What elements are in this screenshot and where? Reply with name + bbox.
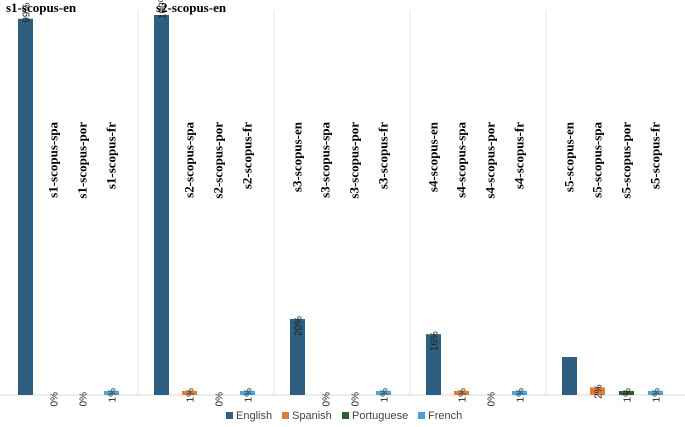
category-label-s1-scopus-spa: s1-scopus-spa — [46, 122, 61, 198]
value-label-s1-scopus-por: 0% — [79, 392, 90, 407]
bar-s5-scopus-por — [619, 391, 634, 395]
category-label-s1-scopus-en: s1-scopus-en — [6, 0, 77, 15]
category-label-s2-scopus-fr: s2-scopus-fr — [240, 122, 255, 189]
bar-s2-scopus-fr — [240, 391, 255, 395]
value-label-s3-scopus-spa: 0% — [322, 392, 333, 407]
category-label-s1-scopus-fr: s1-scopus-fr — [104, 122, 119, 189]
category-label-s5-scopus-por: s5-scopus-por — [619, 122, 634, 199]
value-label-s2-scopus-spa: 1% — [186, 388, 197, 403]
category-label-s2-scopus-spa: s2-scopus-spa — [182, 122, 197, 198]
bar-s2-scopus-en — [154, 15, 169, 395]
category-label-s2-scopus-por: s2-scopus-por — [211, 122, 226, 199]
category-label-s3-scopus-por: s3-scopus-por — [347, 122, 362, 199]
category-label-s4-scopus-en: s4-scopus-en — [426, 121, 441, 192]
bar-s4-scopus-fr — [512, 391, 527, 395]
legend-swatch-portuguese — [342, 412, 349, 419]
value-label-s1-scopus-fr: 1% — [108, 388, 119, 403]
value-label-s1-scopus-spa: 0% — [50, 392, 61, 407]
legend-label-spanish: Spanish — [292, 410, 332, 422]
value-label-s5-scopus-por: 1% — [623, 388, 634, 403]
value-label-s1-scopus-en: 99% — [22, 3, 33, 23]
value-label-s5-scopus-spa: 2% — [594, 384, 605, 399]
bar-s3-scopus-fr — [376, 391, 391, 395]
value-label-s5-scopus-fr: 1% — [652, 388, 663, 403]
bar-s4-scopus-en — [426, 334, 441, 395]
legend-swatch-spanish — [282, 412, 289, 419]
category-label-s1-scopus-por: s1-scopus-por — [75, 122, 90, 199]
value-label-s4-scopus-en: 16% — [430, 331, 441, 351]
bar-s4-scopus-spa — [454, 391, 469, 395]
bar-s2-scopus-spa — [182, 391, 197, 395]
legend-label-portuguese: Portuguese — [352, 410, 408, 422]
bar-s1-scopus-fr — [104, 391, 119, 395]
category-label-s3-scopus-en: s3-scopus-en — [290, 121, 305, 192]
value-label-s4-scopus-por: 0% — [487, 392, 498, 407]
bar-s3-scopus-en — [290, 319, 305, 395]
value-label-s2-scopus-por: 0% — [215, 392, 226, 407]
category-label-s5-scopus-spa: s5-scopus-spa — [590, 122, 605, 198]
bar-s5-scopus-fr — [648, 391, 663, 395]
value-label-s4-scopus-fr: 1% — [516, 388, 527, 403]
bar-s1-scopus-en — [18, 18, 33, 396]
value-label-s3-scopus-en: 20% — [294, 316, 305, 336]
legend-swatch-french — [418, 412, 425, 419]
category-label-s4-scopus-spa: s4-scopus-spa — [454, 122, 469, 198]
category-label-s5-scopus-en: s5-scopus-en — [562, 121, 577, 192]
legend-label-english: English — [236, 410, 272, 422]
legend-swatch-english — [226, 412, 233, 419]
legend-label-french: French — [428, 410, 462, 422]
value-label-s2-scopus-fr: 1% — [244, 388, 255, 403]
category-label-s3-scopus-fr: s3-scopus-fr — [376, 122, 391, 189]
value-label-s2-scopus-en: 100% — [158, 0, 169, 19]
bar-s5-scopus-en — [562, 357, 577, 395]
value-label-s3-scopus-por: 0% — [351, 392, 362, 407]
value-label-s3-scopus-fr: 1% — [380, 388, 391, 403]
value-label-s4-scopus-spa: 1% — [458, 388, 469, 403]
category-label-s4-scopus-fr: s4-scopus-fr — [512, 122, 527, 189]
category-label-s2-scopus-en: s2-scopus-en — [156, 0, 227, 15]
category-label-s3-scopus-spa: s3-scopus-spa — [318, 122, 333, 198]
bar-s5-scopus-spa — [590, 387, 605, 395]
category-label-s4-scopus-por: s4-scopus-por — [483, 122, 498, 199]
category-label-s5-scopus-fr: s5-scopus-fr — [648, 122, 663, 189]
